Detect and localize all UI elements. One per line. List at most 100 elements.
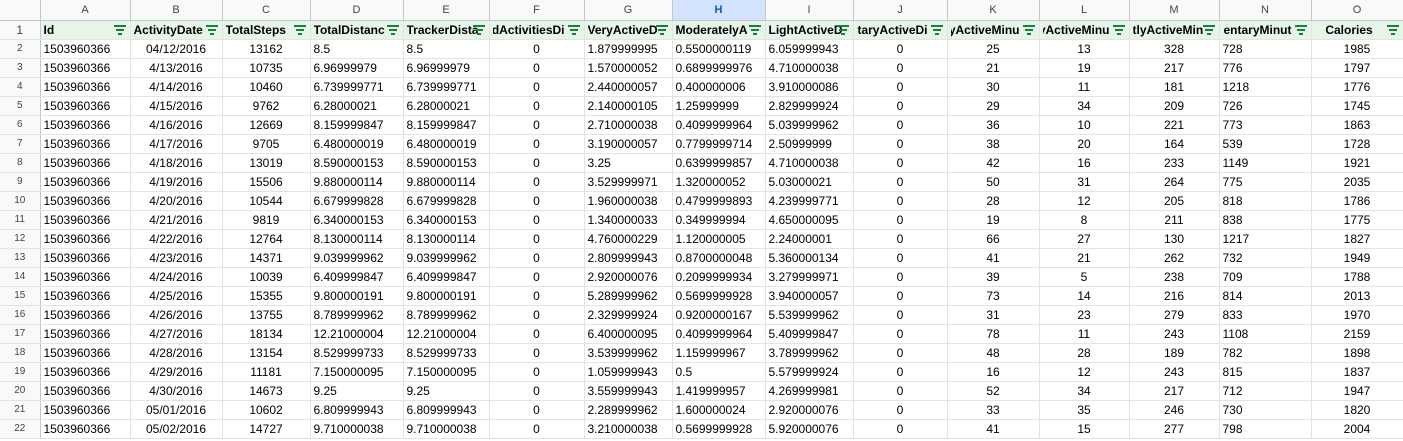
data-cell[interactable]: 8.5 bbox=[310, 39, 404, 59]
data-cell[interactable]: 1.340000033 bbox=[584, 210, 673, 230]
data-cell[interactable]: 48 bbox=[947, 343, 1040, 363]
data-cell[interactable]: 1503960366 bbox=[40, 210, 131, 230]
row-number[interactable]: 22 bbox=[0, 419, 41, 439]
data-cell[interactable]: 0 bbox=[853, 229, 948, 249]
data-cell[interactable]: 78 bbox=[947, 324, 1040, 344]
data-cell[interactable]: 13019 bbox=[222, 153, 311, 173]
data-cell[interactable]: 1949 bbox=[1311, 248, 1403, 268]
data-cell[interactable]: 66 bbox=[947, 229, 1040, 249]
column-header-a[interactable]: A bbox=[40, 0, 131, 21]
data-cell[interactable]: 0 bbox=[489, 58, 585, 78]
data-cell[interactable]: 2013 bbox=[1311, 286, 1403, 306]
data-cell[interactable]: 8.529999733 bbox=[403, 343, 490, 363]
data-cell[interactable]: 13755 bbox=[222, 305, 311, 325]
data-cell[interactable]: 3.940000057 bbox=[765, 286, 854, 306]
data-cell[interactable]: 0 bbox=[853, 381, 948, 401]
data-cell[interactable]: 1827 bbox=[1311, 229, 1403, 249]
data-cell[interactable]: 0 bbox=[489, 229, 585, 249]
data-cell[interactable]: 1837 bbox=[1311, 362, 1403, 382]
header-cell[interactable]: VeryActiveD bbox=[584, 20, 673, 40]
header-cell[interactable]: TotalSteps bbox=[222, 20, 311, 40]
data-cell[interactable]: 0.8700000048 bbox=[672, 248, 766, 268]
data-cell[interactable]: 217 bbox=[1129, 381, 1220, 401]
data-cell[interactable]: 25 bbox=[947, 39, 1040, 59]
data-cell[interactable]: 1218 bbox=[1219, 77, 1312, 97]
data-cell[interactable]: 1503960366 bbox=[40, 77, 131, 97]
data-cell[interactable]: 1503960366 bbox=[40, 58, 131, 78]
data-cell[interactable]: 0 bbox=[489, 191, 585, 211]
data-cell[interactable]: 1.120000005 bbox=[672, 229, 766, 249]
data-cell[interactable]: 4/21/2016 bbox=[130, 210, 223, 230]
header-cell[interactable]: ActivityDate bbox=[130, 20, 223, 40]
data-cell[interactable]: 7.150000095 bbox=[403, 362, 490, 382]
column-header-k[interactable]: K bbox=[947, 0, 1040, 21]
data-cell[interactable]: 0 bbox=[489, 153, 585, 173]
data-cell[interactable]: 3.25 bbox=[584, 153, 673, 173]
data-cell[interactable]: 4/19/2016 bbox=[130, 172, 223, 192]
data-cell[interactable]: 818 bbox=[1219, 191, 1312, 211]
filter-icon[interactable] bbox=[1202, 24, 1215, 35]
data-cell[interactable]: 0 bbox=[489, 324, 585, 344]
data-cell[interactable]: 6.809999943 bbox=[403, 400, 490, 420]
data-cell[interactable]: 730 bbox=[1219, 400, 1312, 420]
data-cell[interactable]: 4/20/2016 bbox=[130, 191, 223, 211]
data-cell[interactable]: 1503960366 bbox=[40, 39, 131, 59]
data-cell[interactable]: 3.539999962 bbox=[584, 343, 673, 363]
row-number[interactable]: 18 bbox=[0, 343, 41, 363]
data-cell[interactable]: 1503960366 bbox=[40, 96, 131, 116]
data-cell[interactable]: 0 bbox=[489, 77, 585, 97]
data-cell[interactable]: 181 bbox=[1129, 77, 1220, 97]
data-cell[interactable]: 4.760000229 bbox=[584, 229, 673, 249]
data-cell[interactable]: 9.880000114 bbox=[403, 172, 490, 192]
select-all-corner[interactable] bbox=[0, 0, 41, 21]
data-cell[interactable]: 1503960366 bbox=[40, 115, 131, 135]
data-cell[interactable]: 0.5500000119 bbox=[672, 39, 766, 59]
data-cell[interactable]: 0 bbox=[853, 96, 948, 116]
data-cell[interactable]: 4/15/2016 bbox=[130, 96, 223, 116]
data-cell[interactable]: 1.25999999 bbox=[672, 96, 766, 116]
header-cell[interactable]: taryActiveDi: bbox=[853, 20, 948, 40]
filter-icon[interactable] bbox=[113, 24, 126, 35]
header-cell[interactable]: yActiveMinu bbox=[947, 20, 1040, 40]
data-cell[interactable]: 0 bbox=[489, 419, 585, 439]
data-cell[interactable]: 50 bbox=[947, 172, 1040, 192]
data-cell[interactable]: 1947 bbox=[1311, 381, 1403, 401]
data-cell[interactable]: 277 bbox=[1129, 419, 1220, 439]
data-cell[interactable]: 0 bbox=[853, 343, 948, 363]
column-header-n[interactable]: N bbox=[1219, 0, 1312, 21]
data-cell[interactable]: 05/01/2016 bbox=[130, 400, 223, 420]
column-header-l[interactable]: L bbox=[1039, 0, 1130, 21]
data-cell[interactable]: 4.239999771 bbox=[765, 191, 854, 211]
data-cell[interactable]: 1503960366 bbox=[40, 419, 131, 439]
data-cell[interactable]: 2.920000076 bbox=[765, 400, 854, 420]
data-cell[interactable]: 5.360000134 bbox=[765, 248, 854, 268]
data-cell[interactable]: 782 bbox=[1219, 343, 1312, 363]
row-number[interactable]: 16 bbox=[0, 305, 41, 325]
column-header-g[interactable]: G bbox=[584, 0, 673, 21]
column-header-c[interactable]: C bbox=[222, 0, 311, 21]
header-cell[interactable]: lyActiveMinu bbox=[1039, 20, 1130, 40]
data-cell[interactable]: 1503960366 bbox=[40, 267, 131, 287]
data-cell[interactable]: 1745 bbox=[1311, 96, 1403, 116]
data-cell[interactable]: 11 bbox=[1039, 324, 1130, 344]
data-cell[interactable]: 1921 bbox=[1311, 153, 1403, 173]
row-number[interactable]: 4 bbox=[0, 77, 41, 97]
data-cell[interactable]: 238 bbox=[1129, 267, 1220, 287]
data-cell[interactable]: 73 bbox=[947, 286, 1040, 306]
data-cell[interactable]: 0.5699999928 bbox=[672, 286, 766, 306]
data-cell[interactable]: 8.590000153 bbox=[403, 153, 490, 173]
data-cell[interactable]: 21 bbox=[947, 58, 1040, 78]
data-cell[interactable]: 4.710000038 bbox=[765, 58, 854, 78]
data-cell[interactable]: 2.140000105 bbox=[584, 96, 673, 116]
row-number[interactable]: 20 bbox=[0, 381, 41, 401]
data-cell[interactable]: 13154 bbox=[222, 343, 311, 363]
data-cell[interactable]: 0.6899999976 bbox=[672, 58, 766, 78]
data-cell[interactable]: 13 bbox=[1039, 39, 1130, 59]
data-cell[interactable]: 33 bbox=[947, 400, 1040, 420]
data-cell[interactable]: 9.800000191 bbox=[403, 286, 490, 306]
data-cell[interactable]: 8.529999733 bbox=[310, 343, 404, 363]
data-cell[interactable]: 0.4099999964 bbox=[672, 115, 766, 135]
data-cell[interactable]: 9.880000114 bbox=[310, 172, 404, 192]
column-header-i[interactable]: I bbox=[765, 0, 854, 21]
data-cell[interactable]: 2.50999999 bbox=[765, 134, 854, 154]
